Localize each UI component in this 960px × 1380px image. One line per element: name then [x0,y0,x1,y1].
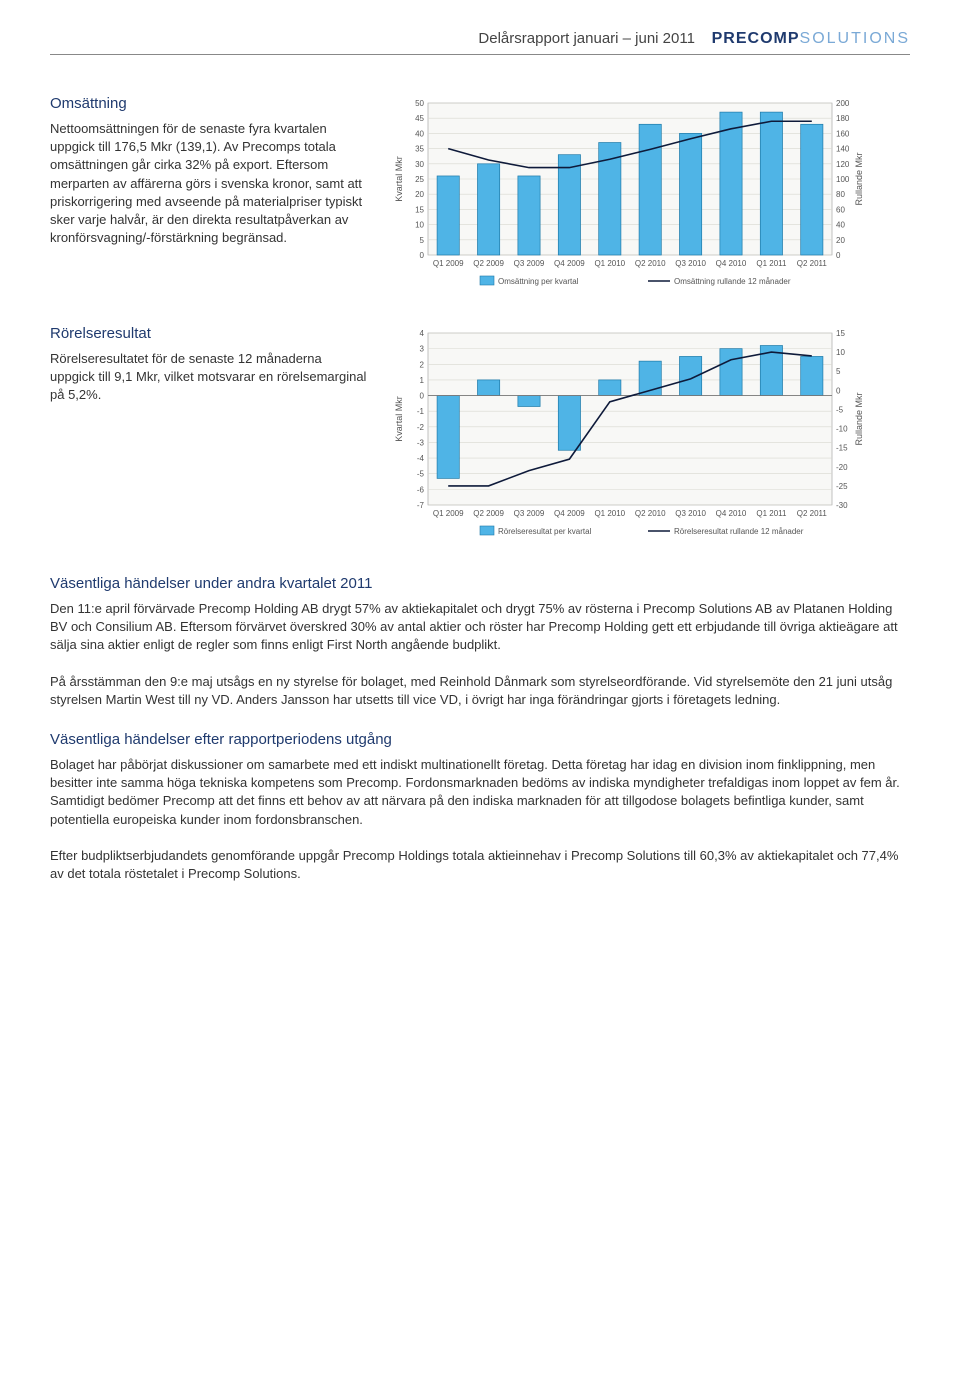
brand-logo: PRECOMPSOLUTIONS [712,30,910,47]
rorelseresultat-text: Rörelseresultat Rörelseresultatet för de… [50,325,370,545]
svg-text:-10: -10 [836,425,848,434]
svg-text:-5: -5 [836,405,844,414]
svg-text:Kvartal Mkr: Kvartal Mkr [394,396,404,442]
svg-text:-7: -7 [417,501,425,510]
svg-text:60: 60 [836,205,845,214]
svg-text:Q1 2009: Q1 2009 [433,509,464,518]
svg-text:Rörelseresultat per kvartal: Rörelseresultat per kvartal [498,527,592,536]
section-omsattning: Omsättning Nettoomsättningen för de sena… [50,95,910,295]
svg-text:0: 0 [420,251,425,260]
svg-text:Q4 2009: Q4 2009 [554,509,585,518]
svg-text:4: 4 [420,329,425,338]
svg-text:Q3 2010: Q3 2010 [675,509,706,518]
svg-text:15: 15 [836,329,845,338]
events-q2-p1: Den 11:e april förvärvade Precomp Holdin… [50,600,910,655]
svg-text:Q4 2009: Q4 2009 [554,259,585,268]
svg-text:-15: -15 [836,444,848,453]
section-events-after: Väsentliga händelser efter rapportperiod… [50,731,910,883]
omsattning-body: Nettoomsättningen för de senaste fyra kv… [50,120,370,247]
svg-text:120: 120 [836,160,850,169]
svg-text:-25: -25 [836,482,848,491]
brand-part-2: SOLUTIONS [800,30,910,47]
svg-text:80: 80 [836,190,845,199]
svg-text:Omsättning rullande 12 månader: Omsättning rullande 12 månader [674,277,791,286]
header: Delårsrapport januari – juni 2011 PRECOM… [50,30,910,55]
svg-text:Q3 2009: Q3 2009 [514,509,545,518]
events-q2-heading: Väsentliga händelser under andra kvartal… [50,575,910,592]
svg-text:Q4 2010: Q4 2010 [716,259,747,268]
svg-text:Q2 2010: Q2 2010 [635,509,666,518]
svg-text:3: 3 [420,345,425,354]
svg-text:200: 200 [836,99,850,108]
omsattning-heading: Omsättning [50,95,370,112]
section-rorelseresultat: Rörelseresultat Rörelseresultatet för de… [50,325,910,545]
svg-text:45: 45 [415,114,424,123]
svg-text:-3: -3 [417,438,425,447]
svg-text:Q2 2010: Q2 2010 [635,259,666,268]
svg-text:Rullande Mkr: Rullande Mkr [854,392,864,445]
svg-text:50: 50 [415,99,424,108]
svg-text:Kvartal Mkr: Kvartal Mkr [394,156,404,202]
section-events-q2: Väsentliga händelser under andra kvartal… [50,575,910,709]
svg-text:Q1 2011: Q1 2011 [756,259,787,268]
svg-text:Q2 2011: Q2 2011 [797,509,828,518]
svg-text:Q1 2010: Q1 2010 [594,259,625,268]
svg-text:40: 40 [836,221,845,230]
svg-text:100: 100 [836,175,850,184]
svg-text:160: 160 [836,129,850,138]
svg-text:Rullande Mkr: Rullande Mkr [854,152,864,205]
svg-text:140: 140 [836,145,850,154]
svg-text:5: 5 [420,236,425,245]
svg-text:Rörelseresultat rullande 12 må: Rörelseresultat rullande 12 månader [674,527,804,536]
svg-text:Q2 2009: Q2 2009 [473,509,504,518]
events-after-p2: Efter budpliktserbjudandets genomförande… [50,847,910,883]
svg-text:1: 1 [420,376,425,385]
svg-text:-2: -2 [417,423,425,432]
svg-text:-5: -5 [417,470,425,479]
svg-text:10: 10 [415,221,424,230]
events-q2-p2: På årsstämman den 9:e maj utsågs en ny s… [50,673,910,709]
svg-text:Omsättning per kvartal: Omsättning per kvartal [498,277,579,286]
svg-text:-4: -4 [417,454,425,463]
rorelseresultat-chart: -7-6-5-4-3-2-101234-30-25-20-15-10-50510… [390,325,910,545]
svg-text:30: 30 [415,160,424,169]
svg-text:-20: -20 [836,463,848,472]
events-after-p1: Bolaget har påbörjat diskussioner om sam… [50,756,910,829]
svg-text:-1: -1 [417,407,425,416]
svg-text:Q2 2009: Q2 2009 [473,259,504,268]
chart-svg: 0 5 10 15 20 25 30 35 40 45 50 0 20 40 60 80 100 120 140 16… [390,95,870,295]
svg-text:20: 20 [415,190,424,199]
omsattning-text: Omsättning Nettoomsättningen för de sena… [50,95,370,295]
svg-text:Q3 2010: Q3 2010 [675,259,706,268]
svg-text:Q1 2010: Q1 2010 [594,509,625,518]
omsattning-chart: 0 5 10 15 20 25 30 35 40 45 50 0 20 40 60 80 100 120 140 16… [390,95,910,295]
svg-text:Q3 2009: Q3 2009 [514,259,545,268]
report-title: Delårsrapport januari – juni 2011 [478,30,695,47]
rorelseresultat-heading: Rörelseresultat [50,325,370,342]
events-after-heading: Väsentliga händelser efter rapportperiod… [50,731,910,748]
svg-text:Q1 2009: Q1 2009 [433,259,464,268]
rorelseresultat-body: Rörelseresultatet för de senaste 12 måna… [50,350,370,405]
svg-text:2: 2 [420,360,425,369]
svg-text:-6: -6 [417,485,425,494]
svg-text:180: 180 [836,114,850,123]
svg-text:0: 0 [836,251,841,260]
brand-part-1: PRECOMP [712,30,800,47]
svg-text:0: 0 [420,392,425,401]
svg-text:-30: -30 [836,501,848,510]
svg-text:5: 5 [836,367,841,376]
svg-text:25: 25 [415,175,424,184]
chart-svg: -7-6-5-4-3-2-101234-30-25-20-15-10-50510… [390,325,870,545]
svg-text:15: 15 [415,205,424,214]
svg-text:Q2 2011: Q2 2011 [797,259,828,268]
svg-text:Q1 2011: Q1 2011 [756,509,787,518]
svg-text:35: 35 [415,145,424,154]
svg-text:40: 40 [415,129,424,138]
svg-text:20: 20 [836,236,845,245]
page: Delårsrapport januari – juni 2011 PRECOM… [0,0,960,945]
svg-text:0: 0 [836,386,841,395]
svg-text:Q4 2010: Q4 2010 [716,509,747,518]
svg-text:10: 10 [836,348,845,357]
